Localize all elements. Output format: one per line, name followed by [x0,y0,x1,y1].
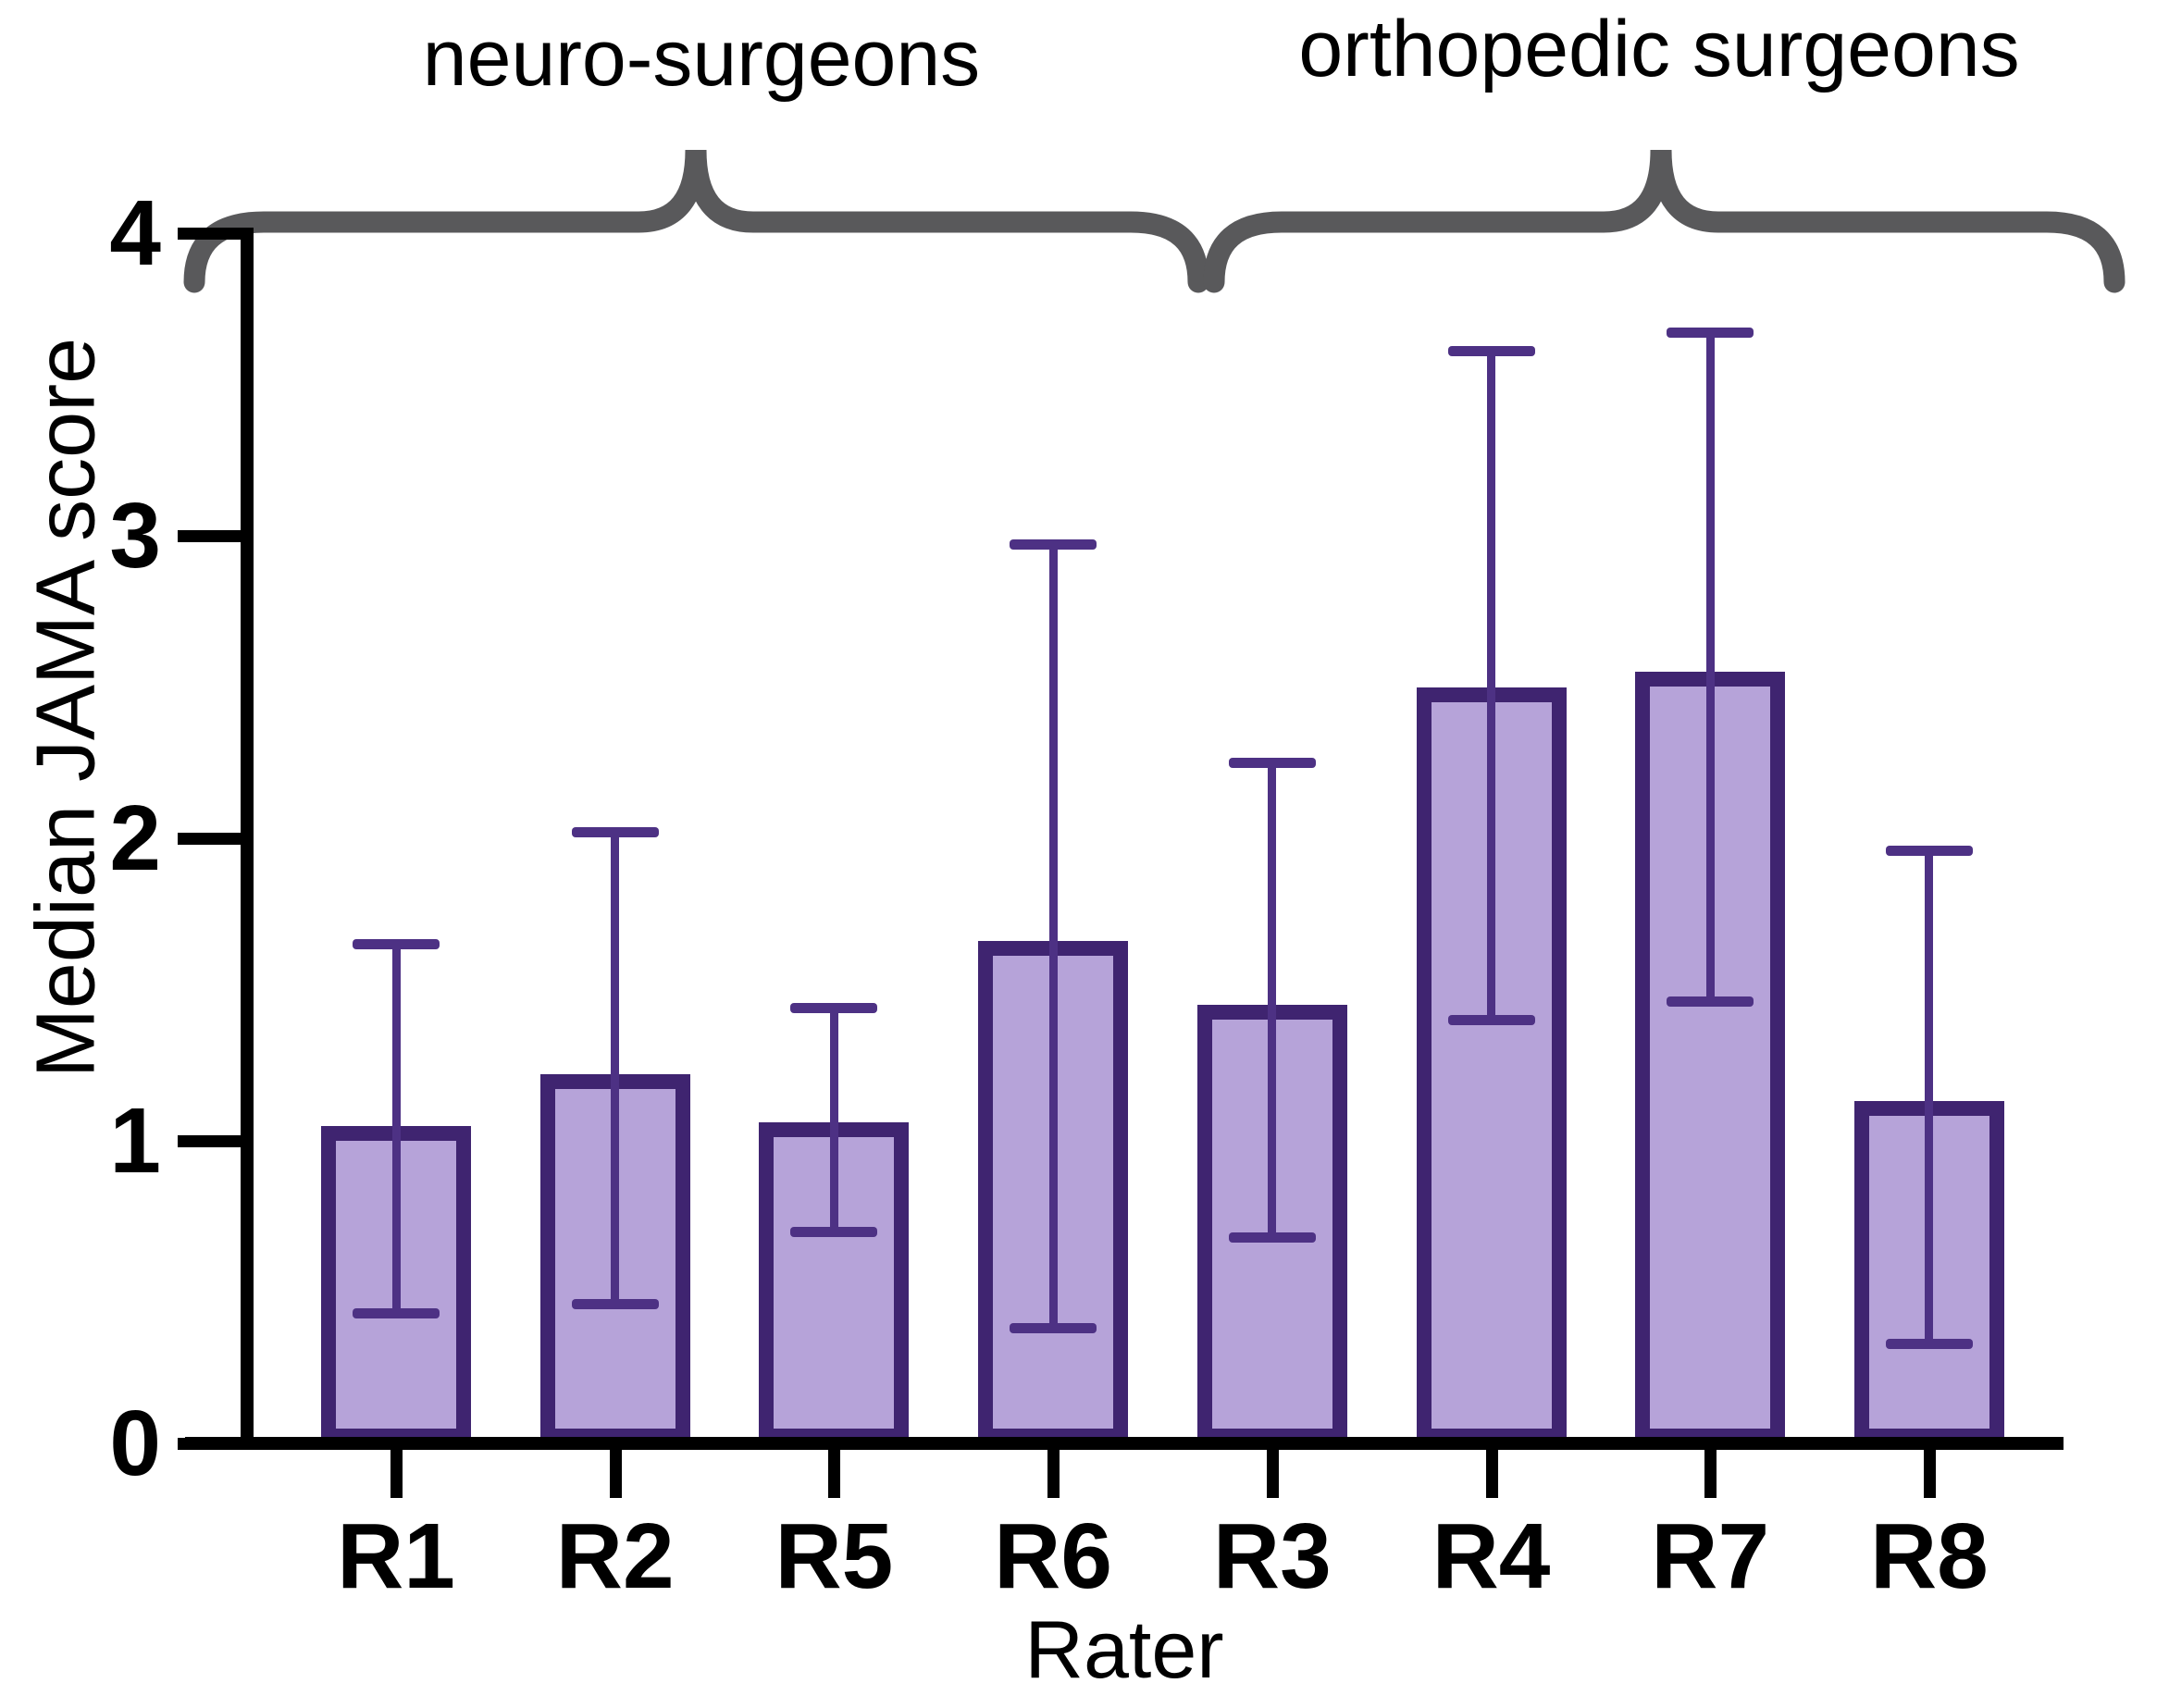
y-tick-label-2: 2 [109,786,161,890]
error-bar-cap-top-R4 [1447,346,1535,357]
y-tick-4 [178,228,241,240]
x-axis-title: Rater [1024,1603,1224,1695]
error-bar-cap-top-R1 [353,938,440,949]
x-tick-label-R7: R7 [1651,1504,1770,1608]
x-axis-line [185,1437,2064,1450]
x-tick-R1 [390,1450,403,1498]
error-bar-line-R2 [611,832,620,1305]
x-tick-label-R6: R6 [994,1504,1113,1608]
x-tick-R2 [609,1450,622,1498]
error-bar-cap-top-R5 [790,1002,878,1013]
error-bar-cap-bottom-R2 [571,1299,659,1310]
error-bar-cap-bottom-R3 [1228,1232,1316,1244]
x-tick-label-R3: R3 [1212,1504,1332,1608]
x-tick-R4 [1485,1450,1498,1498]
error-bar-line-R5 [829,1008,838,1232]
x-tick-label-R5: R5 [775,1504,894,1608]
brace-neuro-surgeons-icon [183,149,1209,293]
error-bar-line-R3 [1268,762,1277,1238]
y-tick-label-4: 4 [109,181,161,285]
error-bar-cap-bottom-R7 [1667,996,1754,1008]
error-bar-cap-bottom-R1 [353,1307,440,1318]
error-bar-cap-top-R7 [1667,328,1754,339]
group-label-orthopedic-surgeons: orthopedic surgeons [1298,5,2020,93]
error-bar-cap-top-R2 [571,826,659,837]
x-tick-label-R1: R1 [337,1504,455,1608]
error-bar-cap-top-R8 [1885,845,1973,856]
error-bar-cap-bottom-R4 [1447,1014,1535,1025]
y-tick-3 [178,530,241,542]
error-bar-cap-bottom-R5 [790,1226,878,1237]
error-bar-cap-top-R6 [1010,539,1097,551]
x-tick-label-R8: R8 [1869,1504,1989,1608]
y-tick-label-3: 3 [109,484,161,588]
error-bar-line-R7 [1705,332,1715,1002]
y-tick-2 [178,833,241,845]
y-tick-label-1: 1 [109,1089,161,1193]
x-tick-label-R4: R4 [1432,1504,1551,1608]
x-tick-label-R2: R2 [555,1504,675,1608]
error-bar-line-R8 [1925,850,1934,1344]
error-bar-cap-bottom-R6 [1010,1323,1097,1334]
group-braces [183,149,2126,293]
x-tick-R8 [1923,1450,1936,1498]
error-bar-line-R4 [1487,351,1495,1021]
x-tick-R6 [1047,1450,1060,1498]
error-bar-line-R6 [1048,544,1058,1329]
error-bar-line-R1 [391,944,401,1314]
y-tick-label-0: 0 [109,1392,161,1495]
group-label-neuro-surgeons: neuro-surgeons [422,14,981,103]
error-bar-cap-top-R3 [1228,757,1316,768]
x-tick-R5 [828,1450,841,1498]
error-bar-cap-bottom-R8 [1885,1338,1973,1349]
y-axis-line [241,228,254,1450]
x-tick-R7 [1704,1450,1717,1498]
y-tick-1 [178,1135,241,1147]
y-axis-title: Median JAMA score [19,337,113,1079]
brace-orthopedic-surgeons-icon [1203,149,2126,293]
x-tick-R3 [1266,1450,1279,1498]
